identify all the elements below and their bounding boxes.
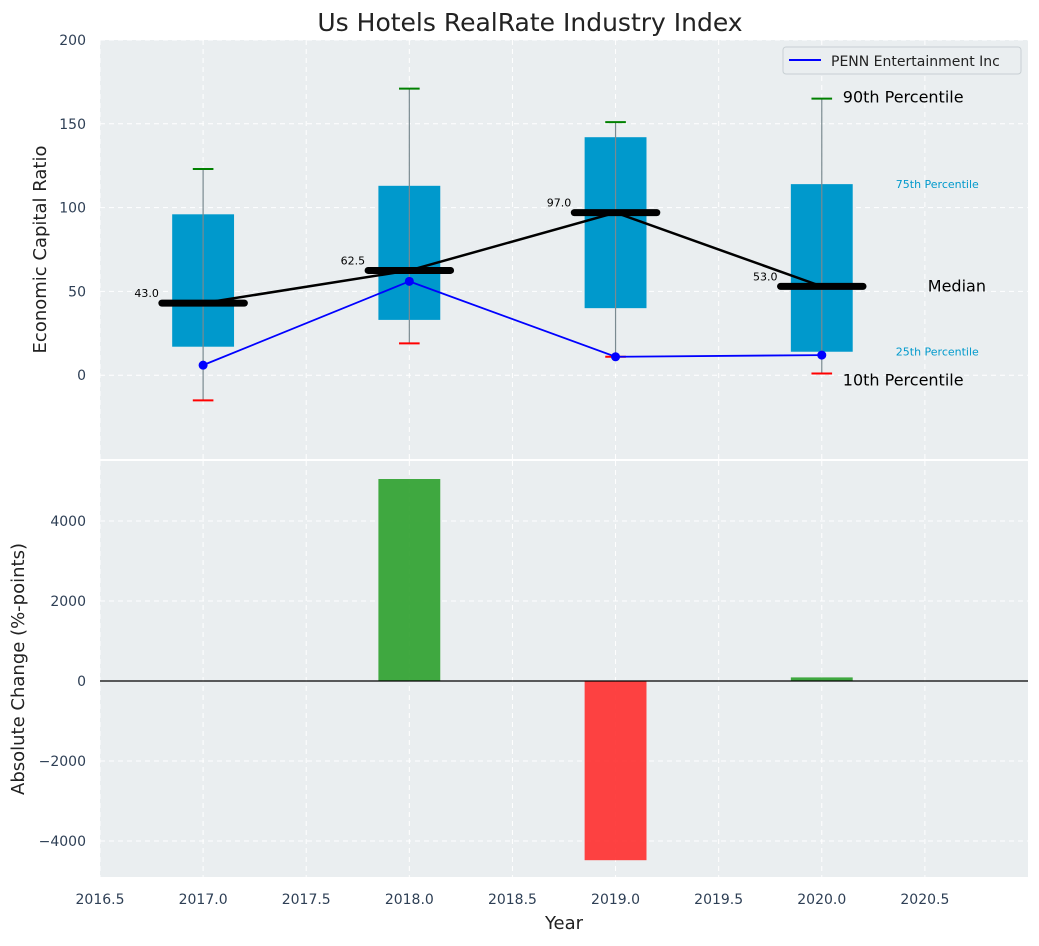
x-tick-label: 2019.5 <box>694 892 743 908</box>
x-axis-title: Year <box>544 913 584 934</box>
median-annotation: Median <box>928 276 986 295</box>
x-tick-label: 2020.5 <box>900 892 949 908</box>
median-value-label: 43.0 <box>134 287 159 300</box>
series-line <box>202 280 822 366</box>
change-bar <box>584 681 647 861</box>
top-panel-background <box>100 40 1028 459</box>
x-tick-label: 2019.0 <box>591 892 640 908</box>
x-tick-label: 2018.5 <box>488 892 537 908</box>
top-y-tick-label: 200 <box>59 33 86 49</box>
x-tick-label: 2017.0 <box>179 892 228 908</box>
top-y-tick-label: 50 <box>68 284 86 300</box>
p75-annotation: 75th Percentile <box>896 178 979 191</box>
x-tick-label: 2018.0 <box>385 892 434 908</box>
median-value-label: 62.5 <box>341 254 366 267</box>
median-value-label: 53.0 <box>753 270 778 283</box>
series-point <box>198 360 208 370</box>
p90-annotation: 90th Percentile <box>843 88 964 107</box>
change-bar <box>378 479 441 681</box>
top-y-tick-label: 100 <box>59 201 86 217</box>
median-value-label: 97.0 <box>547 197 572 210</box>
bottom-y-tick-label: −2000 <box>39 754 86 770</box>
top-y-axis-title: Economic Capital Ratio <box>30 146 51 354</box>
x-tick-label: 2017.5 <box>282 892 331 908</box>
top-y-tick-label: 0 <box>77 368 86 384</box>
x-tick-label: 2020.0 <box>797 892 846 908</box>
series-point <box>611 352 621 362</box>
p10-annotation: 10th Percentile <box>843 371 964 390</box>
chart-title: Us Hotels RealRate Industry Index <box>317 8 742 37</box>
bottom-y-tick-label: 0 <box>77 674 86 690</box>
x-tick-label: 2016.5 <box>76 892 125 908</box>
change-bar <box>790 677 853 681</box>
legend-label: PENN Entertainment Inc <box>831 54 1000 70</box>
bottom-panel-background <box>100 461 1028 877</box>
p25-annotation: 25th Percentile <box>896 346 979 359</box>
bottom-y-tick-label: 2000 <box>50 594 86 610</box>
bottom-y-axis-title: Absolute Change (%-points) <box>8 543 29 795</box>
bottom-y-tick-label: 4000 <box>50 514 86 530</box>
series-point <box>404 276 414 286</box>
bottom-y-tick-label: −4000 <box>39 834 86 850</box>
top-y-tick-label: 150 <box>59 117 86 133</box>
series-point <box>817 350 827 360</box>
legend-box <box>782 46 1022 75</box>
median-trend-line <box>202 211 823 305</box>
